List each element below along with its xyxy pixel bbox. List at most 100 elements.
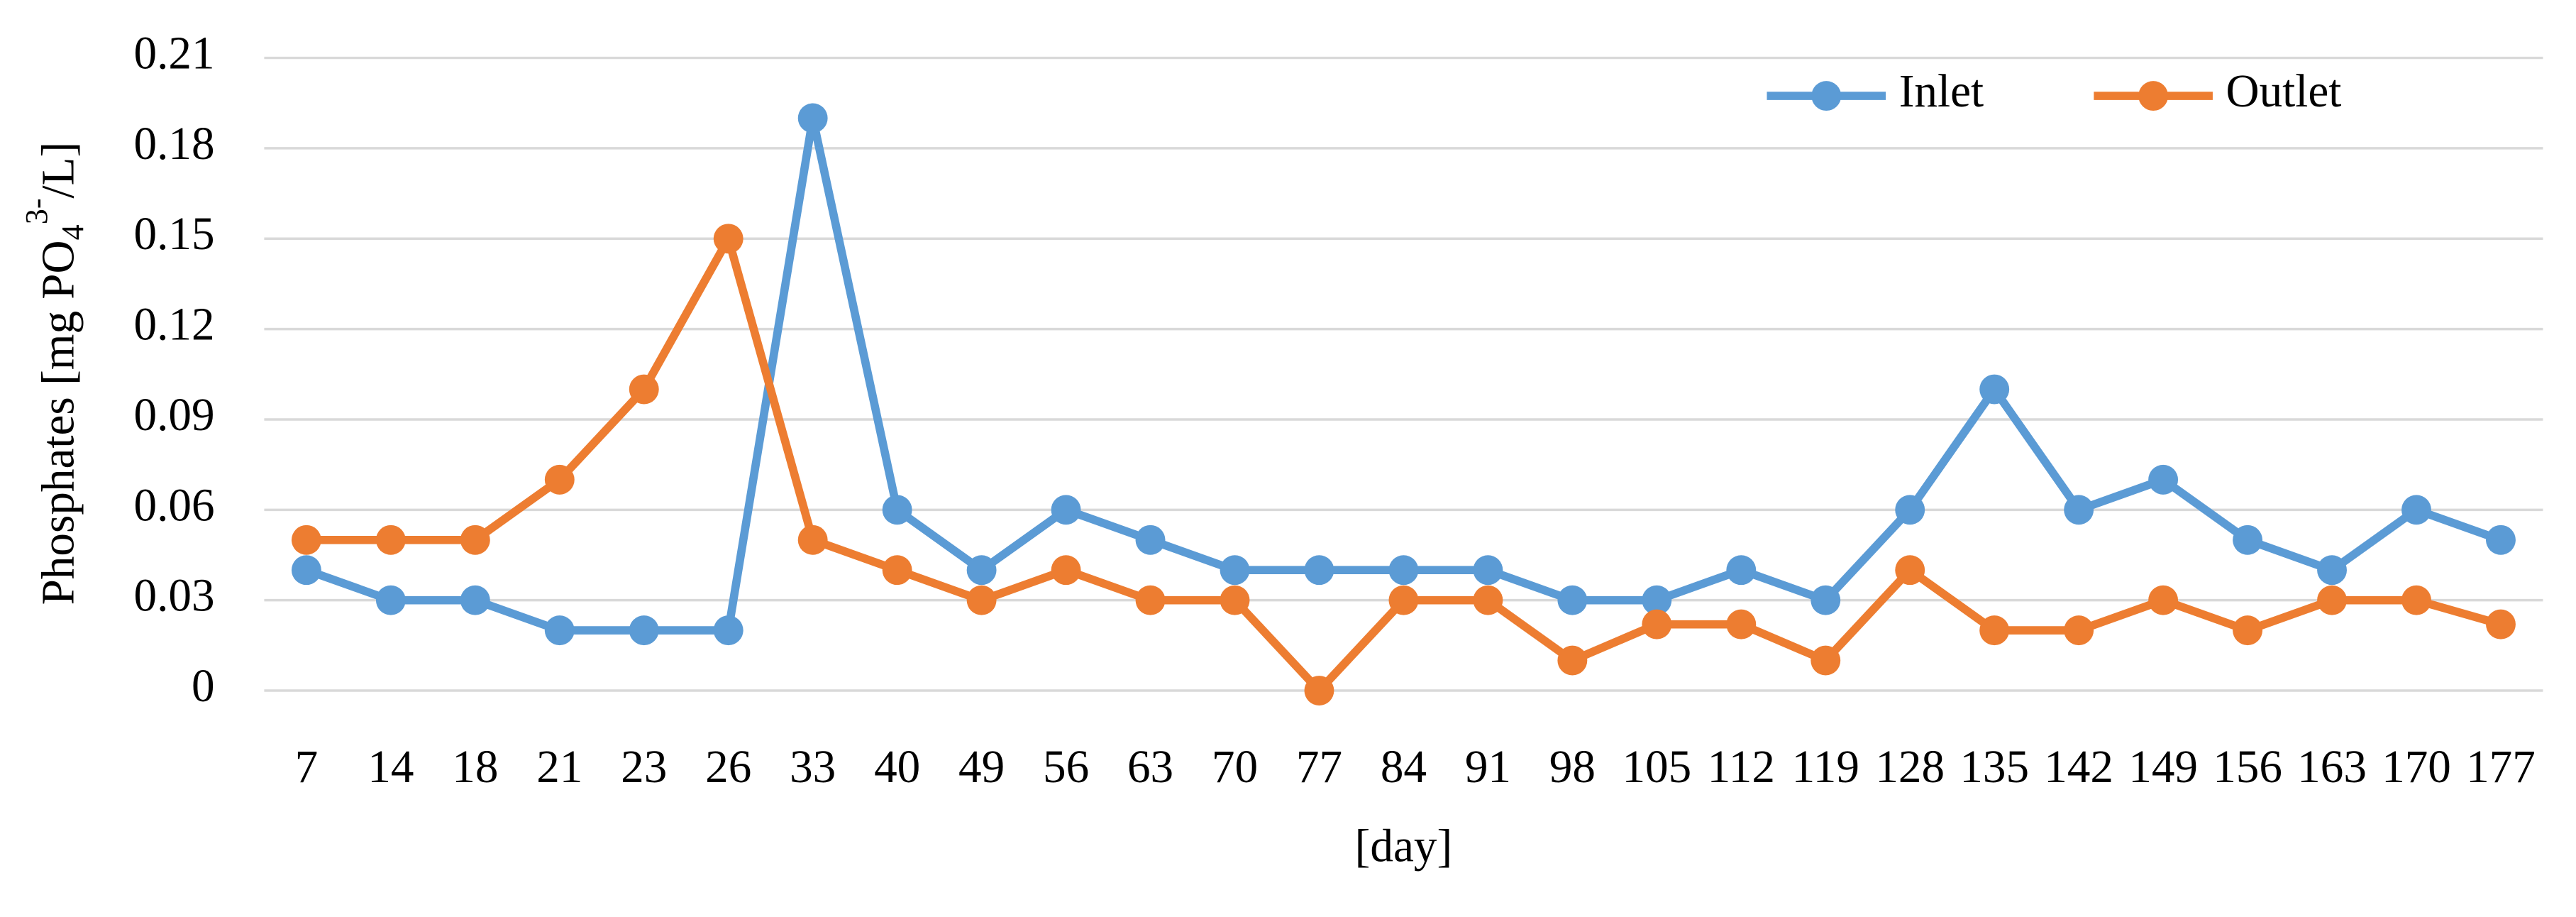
- point: [291, 525, 321, 555]
- x-tick-label: 149: [2128, 742, 2198, 793]
- legend-marker: [1811, 81, 1842, 111]
- point: [2233, 615, 2263, 646]
- x-tick-label: 49: [958, 742, 1005, 793]
- point: [1220, 555, 1250, 586]
- point: [629, 374, 659, 405]
- x-tick-label: 98: [1549, 742, 1596, 793]
- y-tick-label: 0.12: [134, 300, 215, 351]
- point: [1051, 555, 1081, 586]
- point: [1557, 645, 1588, 676]
- point: [1473, 555, 1503, 586]
- x-tick-label: 14: [367, 742, 414, 793]
- x-tick-label: 112: [1708, 742, 1775, 793]
- point: [2148, 585, 2179, 615]
- point: [713, 224, 743, 254]
- point: [2401, 585, 2431, 615]
- y-axis-label: Phosphates [mg PO43-/L]: [19, 142, 90, 605]
- x-tick-label: 156: [2213, 742, 2282, 793]
- y-tick-label: 0.03: [134, 571, 215, 622]
- point: [1135, 525, 1166, 555]
- x-tick-label: 7: [295, 742, 319, 793]
- x-tick-label: 63: [1127, 742, 1173, 793]
- point: [1726, 555, 1757, 586]
- point: [966, 555, 997, 586]
- y-label-sub: 4: [55, 224, 90, 240]
- point: [797, 525, 828, 555]
- x-tick-label: 70: [1212, 742, 1258, 793]
- point: [1979, 615, 2010, 646]
- point: [2148, 464, 2179, 495]
- point: [544, 464, 575, 495]
- point: [2401, 495, 2431, 525]
- point: [1304, 676, 1334, 705]
- y-tick-label: 0: [192, 661, 215, 712]
- x-tick-label: 135: [1959, 742, 2029, 793]
- x-tick-label: 26: [705, 742, 751, 793]
- point: [1642, 609, 1672, 639]
- legend-marker: [2138, 81, 2169, 111]
- point: [1135, 585, 1166, 615]
- series-line: [304, 114, 2502, 635]
- y-tick-label: 0.15: [134, 209, 215, 260]
- point: [2317, 555, 2347, 586]
- point: [2486, 609, 2516, 639]
- point: [797, 103, 828, 133]
- point: [1388, 585, 1419, 615]
- series: [291, 103, 2516, 646]
- x-tick-label: 56: [1043, 742, 1089, 793]
- point: [1895, 555, 1925, 586]
- x-tick-label: 128: [1875, 742, 1945, 793]
- point: [2317, 585, 2347, 615]
- y-label-main: Phosphates [mg PO: [33, 240, 84, 605]
- x-tick-label: 33: [790, 742, 836, 793]
- x-tick-label: 40: [874, 742, 920, 793]
- point: [2486, 525, 2516, 555]
- x-tick-label: 23: [621, 742, 667, 793]
- point: [375, 585, 406, 615]
- point: [1979, 374, 2010, 405]
- point: [1388, 555, 1419, 586]
- y-label-sup: 3-: [19, 198, 54, 224]
- point: [882, 555, 912, 586]
- y-label-end: /L]: [33, 142, 84, 199]
- x-tick-label: 105: [1622, 742, 1691, 793]
- point: [1811, 645, 1841, 676]
- point: [375, 525, 406, 555]
- point: [1726, 609, 1757, 639]
- point: [1642, 585, 1672, 615]
- x-tick-label: 170: [2382, 742, 2451, 793]
- point: [1051, 495, 1081, 525]
- x-tick-label: 163: [2297, 742, 2367, 793]
- x-tick-label: 21: [536, 742, 582, 793]
- x-tick-label: 91: [1465, 742, 1511, 793]
- point: [1473, 585, 1503, 615]
- point: [291, 555, 321, 586]
- series: [291, 224, 2516, 705]
- point: [629, 615, 659, 646]
- point: [460, 585, 490, 615]
- y-tick-label: 0.18: [134, 119, 215, 170]
- point: [544, 615, 575, 646]
- point: [1557, 585, 1588, 615]
- point: [882, 495, 912, 525]
- point: [966, 585, 997, 615]
- y-tick-label: 0.06: [134, 480, 215, 531]
- x-tick-label: 119: [1792, 742, 1859, 793]
- x-tick-label: 18: [452, 742, 498, 793]
- point: [1811, 585, 1841, 615]
- x-tick-label: 177: [2466, 742, 2536, 793]
- point: [1304, 555, 1334, 586]
- point: [2233, 525, 2263, 555]
- legend-label: Outlet: [2226, 66, 2342, 117]
- y-tick-label: 0.09: [134, 390, 215, 441]
- x-tick-label: 84: [1381, 742, 1427, 793]
- x-tick-label: 142: [2044, 742, 2113, 793]
- legend-label: Inlet: [1899, 66, 1984, 117]
- y-tick-label: 0.21: [134, 28, 215, 79]
- point: [460, 525, 490, 555]
- point: [713, 615, 743, 646]
- point: [2064, 495, 2094, 525]
- point: [2064, 615, 2094, 646]
- point: [1895, 495, 1925, 525]
